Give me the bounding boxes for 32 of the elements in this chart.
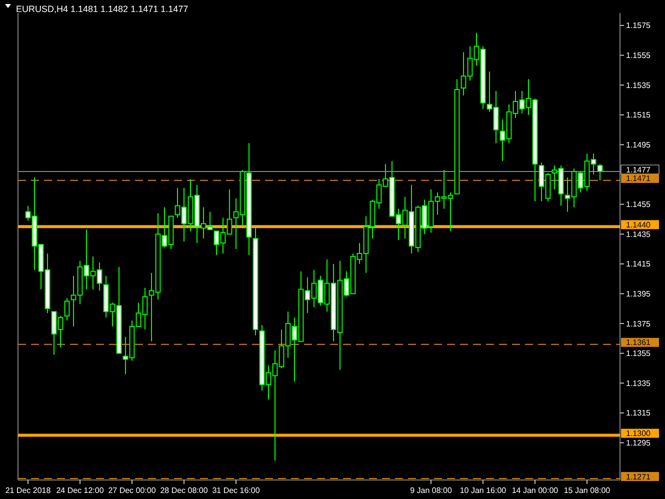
y-tick-label: 1.1435	[626, 230, 652, 239]
x-tick-label: 24 Dec 12:00	[56, 486, 104, 495]
x-tick-label: 9 Jan 08:00	[410, 486, 452, 495]
x-tick-label: 21 Dec 2018	[5, 486, 52, 495]
ref-line-label: 1.1271	[626, 472, 652, 482]
y-tick-label: 1.1575	[626, 21, 652, 30]
x-tick-label: 27 Dec 00:00	[108, 486, 156, 495]
x-tick-label: 15 Jan 08:00	[564, 486, 611, 495]
ref-line-label: 1.1477	[626, 165, 652, 174]
ref-line-label: 1.1361	[626, 338, 652, 348]
ref-line-label: 1.1300	[626, 429, 652, 438]
y-tick-label: 1.1515	[626, 110, 652, 120]
candlestick	[597, 164, 603, 181]
y-tick-label: 1.1335	[626, 378, 652, 388]
x-tick-label: 28 Dec 08:00	[160, 486, 208, 495]
y-tick-label: 1.1535	[626, 80, 652, 90]
x-tick-label: 14 Jan 00:00	[512, 486, 559, 495]
y-tick-label: 1.1495	[626, 140, 652, 150]
y-tick-label: 1.1315	[626, 408, 652, 418]
ref-line-label: 1.1440	[626, 220, 652, 230]
x-tick-label: 10 Jan 16:00	[460, 486, 507, 495]
y-tick-label: 1.1555	[626, 51, 652, 60]
y-tick-label: 1.1415	[626, 260, 652, 269]
y-tick-label: 1.1455	[626, 200, 652, 210]
y-tick-label: 1.1395	[626, 290, 652, 298]
chart-title: EURUSD,H4 1.1481 1.1482 1.1471 1.1477	[16, 4, 188, 14]
x-tick-label: 31 Dec 16:00	[212, 486, 260, 495]
y-tick-label: 1.1295	[626, 438, 652, 448]
y-tick-label: 1.1355	[626, 349, 652, 358]
y-tick-label: 1.1375	[626, 319, 652, 328]
ref-line-label: 1.1471	[626, 174, 652, 184]
candlestick	[64, 298, 70, 322]
